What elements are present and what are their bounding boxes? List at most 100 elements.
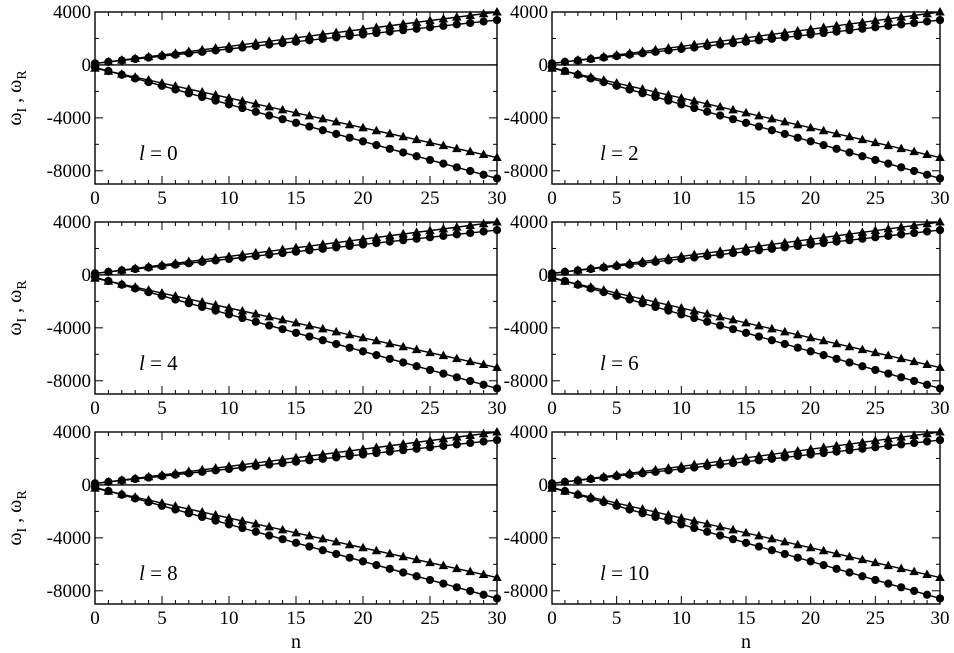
data-point-circle [922, 170, 932, 179]
series-upper-circle [547, 225, 945, 278]
panel-5: 0 5 10 15 20 25 30 4000 0 -4000 -8000 l = 10 [504, 422, 950, 629]
data-point-triangle [922, 149, 932, 159]
data-point-circle [625, 50, 634, 59]
data-point-circle [425, 443, 435, 452]
data-point-circle [439, 159, 448, 168]
data-point-circle [573, 476, 582, 485]
data-point-circle [439, 21, 448, 30]
y-axis-title: ωI , ωR [4, 70, 30, 126]
data-point-circle [184, 509, 193, 518]
data-point-triangle [492, 7, 502, 16]
data-point-triangle [857, 134, 868, 144]
data-point-circle [935, 174, 945, 183]
data-point-circle [238, 43, 247, 52]
x-tick-label: 5 [157, 398, 167, 419]
data-point-triangle [754, 530, 764, 540]
data-point-triangle [676, 93, 687, 102]
data-point-circle [251, 527, 260, 536]
data-point-circle [806, 240, 815, 249]
data-point-circle [560, 486, 570, 496]
data-point-circle [399, 148, 408, 157]
data-point-circle [793, 451, 802, 461]
data-point-triangle [702, 518, 712, 528]
data-point-triangle [465, 566, 475, 576]
y-tick-label: 4000 [53, 422, 91, 443]
data-point-circle [479, 380, 488, 389]
data-point-circle [479, 170, 488, 179]
data-point-triangle [385, 20, 395, 30]
data-point-triangle [237, 305, 248, 315]
y-axis-title-text: , ω [4, 290, 26, 318]
data-point-circle [466, 376, 475, 386]
data-point-circle [372, 141, 381, 150]
data-point-circle [754, 122, 764, 131]
data-point-triangle [478, 569, 489, 579]
y-tick-label: -8000 [504, 371, 548, 392]
data-point-triangle [857, 437, 868, 446]
data-point-circle [452, 373, 461, 382]
data-point-circle [910, 18, 919, 28]
data-point-circle [677, 520, 686, 529]
data-point-circle [664, 96, 673, 105]
data-point-circle [612, 472, 621, 481]
data-point-circle [612, 501, 621, 510]
data-point-circle [318, 454, 327, 463]
data-point-triangle [728, 104, 738, 114]
data-point-circle [211, 466, 220, 475]
data-point-circle [412, 572, 421, 581]
x-tick-label: 25 [421, 608, 440, 629]
data-point-circle [690, 463, 699, 472]
data-point-triangle [304, 110, 315, 120]
x-axis-title: n [741, 631, 751, 653]
data-point-circle [703, 41, 712, 51]
data-point-circle [332, 33, 341, 42]
data-point-triangle [251, 518, 261, 528]
data-point-circle [651, 92, 660, 102]
data-point-triangle [291, 107, 301, 117]
data-point-circle [599, 498, 608, 507]
data-point-circle [318, 244, 327, 253]
data-point-triangle [818, 545, 829, 555]
data-point-triangle [251, 98, 261, 108]
y-tick-label: 0 [539, 55, 549, 76]
data-point-circle [291, 457, 301, 466]
data-point-circle [251, 461, 260, 471]
data-point-circle [703, 527, 712, 536]
data-point-triangle [237, 95, 248, 105]
panel-label-value: = 2 [606, 141, 639, 165]
data-point-triangle [210, 300, 221, 309]
data-point-circle [897, 583, 906, 592]
data-point-circle [90, 273, 100, 282]
data-point-circle [291, 118, 301, 127]
data-point-triangle [425, 435, 435, 445]
data-point-circle [184, 299, 193, 308]
data-point-triangle [870, 137, 881, 147]
data-point-circle [922, 380, 932, 389]
data-point-circle [728, 459, 738, 468]
data-point-circle [466, 228, 475, 238]
data-point-circle [690, 253, 699, 262]
y-tick-label: -8000 [504, 581, 548, 602]
data-point-circle [703, 107, 712, 116]
data-point-circle [586, 494, 595, 503]
data-point-triangle [304, 320, 315, 330]
data-point-circle [452, 440, 461, 449]
data-point-circle [884, 441, 893, 450]
data-point-circle [399, 358, 408, 367]
data-point-circle [910, 586, 919, 596]
data-point-triangle [452, 563, 462, 573]
data-point-triangle [398, 131, 408, 141]
data-point-triangle [224, 303, 234, 312]
data-point-circle [412, 24, 421, 33]
data-point-triangle [385, 548, 395, 558]
data-point-triangle [909, 566, 919, 576]
data-point-circle [728, 39, 738, 48]
data-point-circle [184, 89, 193, 98]
data-point-circle [90, 63, 100, 72]
series-upper-circle [90, 225, 502, 278]
data-point-triangle [197, 507, 207, 516]
data-point-circle [767, 34, 776, 43]
data-point-circle [358, 450, 368, 459]
data-point-circle [651, 512, 660, 522]
